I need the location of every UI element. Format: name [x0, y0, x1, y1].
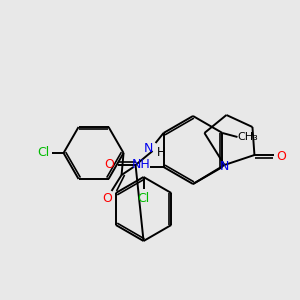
- Text: O: O: [277, 149, 286, 163]
- Text: NH: NH: [132, 158, 151, 172]
- Text: O: O: [105, 158, 115, 170]
- Text: H: H: [157, 146, 166, 160]
- Text: N: N: [220, 160, 229, 172]
- Text: N: N: [144, 142, 153, 154]
- Text: O: O: [103, 193, 112, 206]
- Text: Cl: Cl: [38, 146, 50, 160]
- Text: CH₃: CH₃: [237, 132, 258, 142]
- Text: Cl: Cl: [137, 191, 150, 205]
